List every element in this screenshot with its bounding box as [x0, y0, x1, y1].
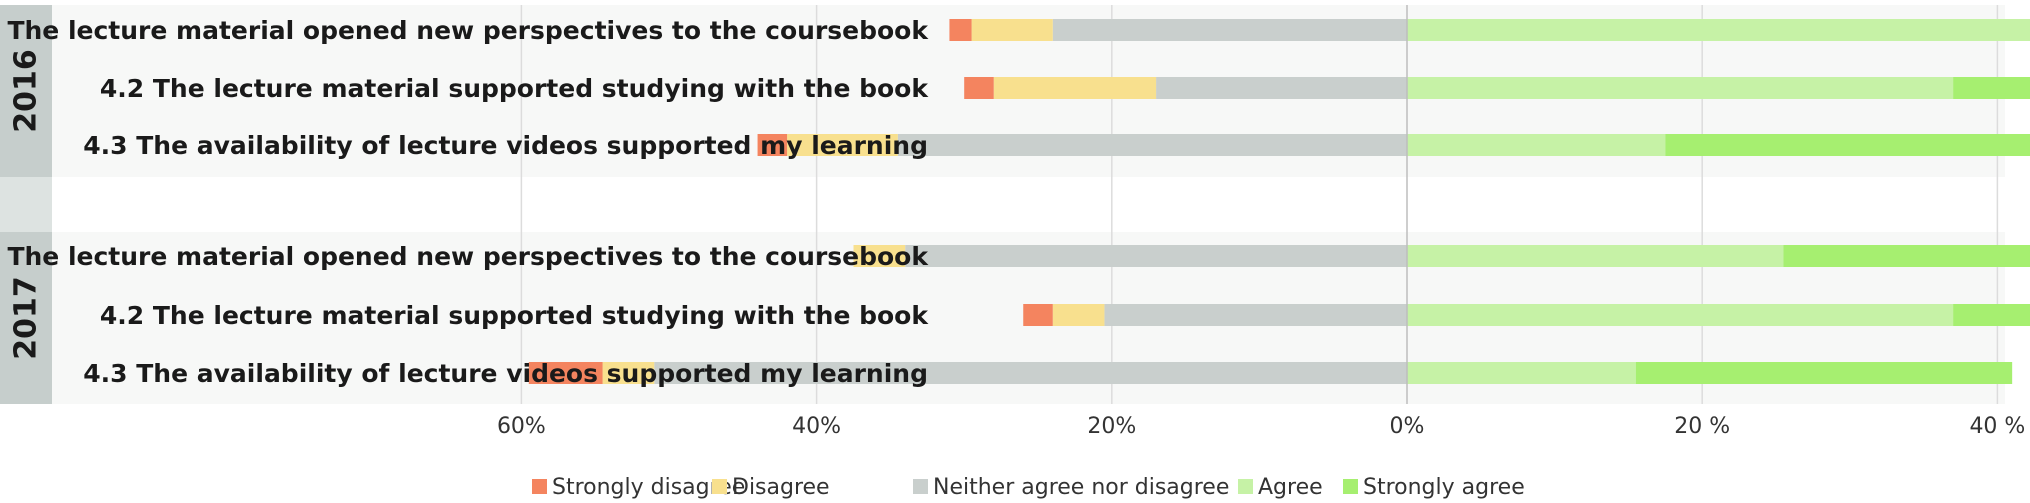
row-label: 4.2 The lecture material supported study…: [100, 301, 929, 330]
bar-agree: [1407, 134, 1666, 156]
row-label: 4.3 The availability of lecture videos s…: [83, 359, 928, 388]
legend-label: Strongly agree: [1363, 475, 1525, 500]
bar-agree: [1407, 245, 1784, 267]
row-label: 4.3 The availability of lecture videos s…: [83, 131, 928, 160]
group-band-2017: [0, 232, 52, 404]
bar-neither-agree-nor-disagree: [1104, 304, 1407, 326]
x-tick-label: 20 %: [1674, 414, 1730, 439]
bar-disagree: [787, 134, 898, 156]
bar-agree: [1407, 304, 1954, 326]
x-tick-label: 40 %: [1969, 414, 2025, 439]
bar-strongly-disagree: [949, 19, 972, 41]
legend-swatch: [913, 479, 928, 494]
group-band-2016: [0, 5, 52, 177]
x-tick-label: 60%: [497, 414, 546, 439]
legend-swatch: [712, 479, 727, 494]
x-tick-label: 0%: [1390, 414, 1425, 439]
legend-label: Neither agree nor disagree: [933, 475, 1229, 500]
row-label: 4.1 The lecture material opened new pers…: [0, 16, 929, 45]
bar-agree: [1407, 19, 2030, 41]
row-label: 4.2 The lecture material supported study…: [100, 74, 929, 103]
bar-neither-agree-nor-disagree: [1156, 77, 1407, 99]
bar-neither-agree-nor-disagree: [1052, 19, 1407, 41]
bar-strongly-disagree: [964, 77, 994, 99]
bar-strongly-agree: [1635, 362, 2013, 384]
bar-disagree: [1052, 304, 1105, 326]
legend-swatch: [532, 479, 547, 494]
bar-neither-agree-nor-disagree: [654, 362, 1407, 384]
bar-strongly-disagree: [757, 134, 788, 156]
group-label-2017: 2017: [9, 276, 44, 360]
bar-strongly-agree: [1953, 304, 2030, 326]
bar-disagree: [993, 77, 1157, 99]
bar-disagree: [971, 19, 1053, 41]
bar-strongly-agree: [1953, 77, 2030, 99]
row-label: 4.1 The lecture material opened new pers…: [0, 242, 929, 271]
legend-label: Disagree: [732, 475, 830, 500]
bar-disagree: [853, 245, 906, 267]
bar-disagree: [602, 362, 655, 384]
legend-swatch: [1343, 479, 1358, 494]
bar-strongly-disagree: [528, 362, 603, 384]
legend-swatch: [1238, 479, 1253, 494]
x-tick-label: 40%: [792, 414, 841, 439]
legend-label: Agree: [1258, 475, 1323, 500]
bar-strongly-disagree: [1023, 304, 1053, 326]
bar-neither-agree-nor-disagree: [905, 245, 1407, 267]
group-label-2016: 2016: [9, 49, 44, 133]
group-spacer-band: [0, 177, 52, 232]
bar-neither-agree-nor-disagree: [897, 134, 1407, 156]
bar-agree: [1407, 77, 1954, 99]
bar-strongly-agree: [1783, 245, 2030, 267]
bar-agree: [1407, 362, 1636, 384]
x-tick-label: 20%: [1087, 414, 1136, 439]
bar-strongly-agree: [1665, 134, 2030, 156]
